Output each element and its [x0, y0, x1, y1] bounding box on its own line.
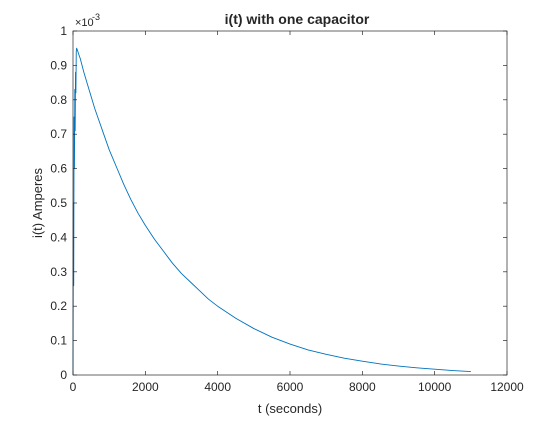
y-tick-label: 0.5: [50, 196, 67, 210]
y-tick-label: 0.6: [50, 162, 67, 176]
y-exponent-base: ×10: [75, 17, 94, 29]
x-tick-label: 10000: [418, 380, 452, 394]
y-tick-label: 0.1: [50, 334, 67, 348]
curve-layer: [72, 47, 471, 376]
y-tick-label: 0.3: [50, 265, 67, 279]
x-tick-label: 8000: [349, 380, 376, 394]
plot-background: [73, 31, 507, 375]
y-tick-label: 0.9: [50, 58, 67, 72]
y-tick-label: 0.2: [50, 299, 67, 313]
y-tick-label: 0: [60, 368, 67, 382]
y-tick-label: 0.7: [50, 127, 67, 141]
x-tick-label: 2000: [132, 380, 159, 394]
y-axis-label: i(t) Amperes: [30, 167, 45, 238]
axes-layer: 0 2000 4000 6000 8000 10000 12000 0 0.1 0.2 0.3 0.4…: [50, 24, 524, 394]
x-tick-label: 0: [70, 380, 77, 394]
y-tick-label: 0.8: [50, 93, 67, 107]
x-tick-label: 12000: [490, 380, 524, 394]
y-tick-label: 0.4: [50, 230, 67, 244]
y-tick-label: 1: [60, 24, 67, 38]
chart-title: i(t) with one capacitor: [225, 11, 370, 27]
x-axis-label: t (seconds): [258, 401, 322, 416]
y-exponent-power: -3: [92, 12, 100, 22]
series-line: [72, 47, 471, 376]
x-tick-label: 4000: [204, 380, 231, 394]
x-tick-label: 6000: [277, 380, 304, 394]
